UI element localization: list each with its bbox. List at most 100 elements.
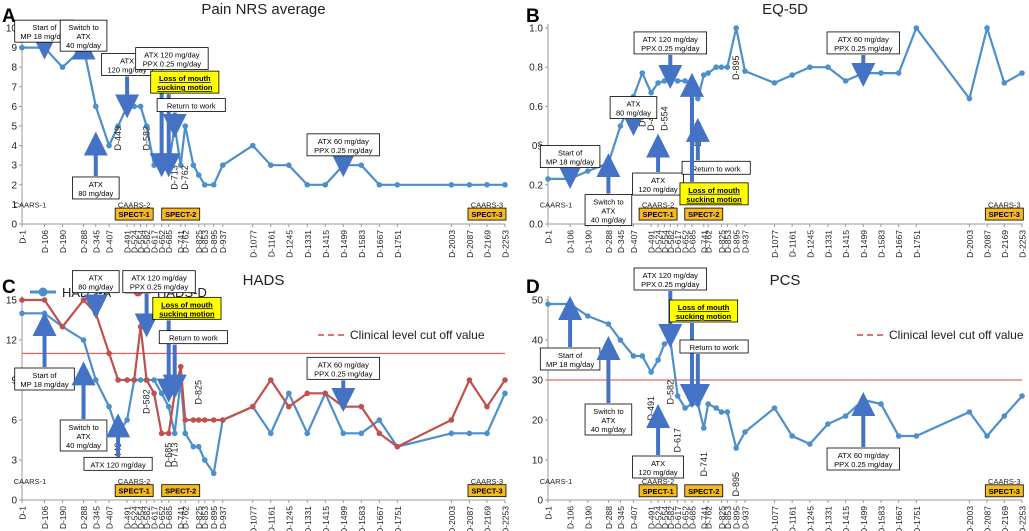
data-point [639,353,646,359]
data-point [718,409,725,415]
annotation-text: ATX [77,32,91,41]
data-point [137,103,144,110]
data-point [466,377,473,383]
data-point [210,470,217,477]
x-tick-label: D-106 [566,506,576,529]
x-tick-label: D-937 [218,230,228,253]
caars-tag: CAARS-1 [540,200,573,209]
data-point [267,162,274,168]
x-tick-label: D-190 [58,230,68,253]
x-tick-label: D-1 [18,506,28,520]
y-tick-label: 10 [6,24,18,35]
annotation-text: PPX 0.25 mg/day [834,460,893,469]
annotation-text: MP 18 mg/day [20,380,68,389]
annotation-text: ATX [601,416,615,425]
annotation-text: ATX 120 mg/day [643,35,699,44]
x-tick-label: D-524 [130,230,140,253]
y-tick-label: 6 [11,416,17,427]
annotation-text: Return to work [692,164,741,173]
annotation-text: Loss of mouth [159,74,211,83]
spect-tag-box [114,207,154,221]
x-tick-label: D-685 [164,230,174,253]
x-tick-label: D-106 [566,230,576,253]
point-label: D-491 [646,396,656,421]
spect-tag-box [467,484,507,498]
caars-tag: CAARS-1 [14,200,47,209]
annotation-text: sucking motion [159,309,215,318]
y-tick-label: 1.0 [529,24,543,35]
x-tick-label: D-1583 [876,230,886,258]
x-tick-label: D-895 [732,506,742,529]
data-point [466,182,473,188]
annotation-box [83,456,153,471]
x-tick-label: D-1751 [393,506,403,531]
data-point [151,390,157,397]
data-point [733,25,739,31]
x-tick-label: D-652 [681,230,691,253]
x-tick-label: D-190 [58,506,68,529]
data-point [674,393,681,399]
data-point [171,390,178,397]
annotation-box [59,19,108,52]
annotation-text: Switch to [68,423,98,432]
point-label: D-554 [659,106,669,131]
data-point [878,401,884,407]
annotation-box [633,31,707,55]
data-point [190,162,197,168]
x-tick-label: D-1331 [823,230,833,258]
x-tick-label: D-106 [40,230,50,253]
data-point [724,409,731,415]
annotation-text: 80 mg/day [78,189,113,198]
x-tick-label: D-1077 [248,230,258,258]
annotation-text: Loss of mouth [161,300,213,309]
annotation-text: Return to work [169,334,218,343]
annotation-text: Switch to [593,198,623,207]
caars-tag: CAARS-1 [14,477,47,486]
x-tick-label: D-853 [200,506,210,529]
data-point [143,377,150,383]
panel-A: A Pain NRS average 0 1 2 3 4 5 6 7 8 9 10 D-1 D-106 D-1… [2,1,511,258]
data-point [742,68,748,74]
point-label: D-582 [142,389,152,414]
data-point [718,64,725,70]
data-point [201,417,208,423]
spect-tag: SPECT-3 [471,210,502,219]
x-tick-label: D-1 [18,230,28,244]
data-point [655,80,661,86]
x-tick-label: D-1415 [841,506,851,531]
spect-tag-box [638,484,678,498]
data-point [789,433,795,439]
chart-title: Pain NRS average [201,1,325,18]
y-tick-label: 30 [532,376,544,387]
data-point [304,430,311,437]
data-point [502,182,508,188]
data-point [165,430,172,437]
data-point [41,310,48,317]
x-tick-label: D-937 [741,230,751,253]
caars-tag: CAARS-1 [540,477,573,486]
x-tick-label: D-582 [142,230,152,253]
annotation-text: ATX [89,274,103,283]
x-tick-label: D-345 [91,506,101,529]
data-point [567,301,573,307]
x-tick-label: D-190 [583,230,593,253]
data-point [1001,80,1008,86]
data-point [201,182,208,188]
data-point [771,405,778,411]
x-tick-label: D-617 [150,230,160,253]
data-point [165,403,172,410]
annotation-text: ATX 120 mg/day [643,271,699,280]
data-point [771,80,778,86]
panel-B: B EQ-5D 0.0 0.2 0§ 0.6 0.8 1.0 D-1 D-106 D-190 D-28… [526,1,1028,258]
point-label: D-713 [170,165,180,190]
data-point [842,78,849,84]
legend-marker-HADS-A [38,287,48,297]
panel-letter: B [526,6,540,27]
x-tick-label: D-2169 [482,506,492,531]
data-point [695,95,701,102]
x-tick-label: D-2253 [1018,506,1028,531]
y-tick-label: 8 [11,63,17,74]
x-tick-label: D-2003 [965,506,975,531]
y-tick-label: 15 [6,296,18,307]
data-point [695,401,701,407]
